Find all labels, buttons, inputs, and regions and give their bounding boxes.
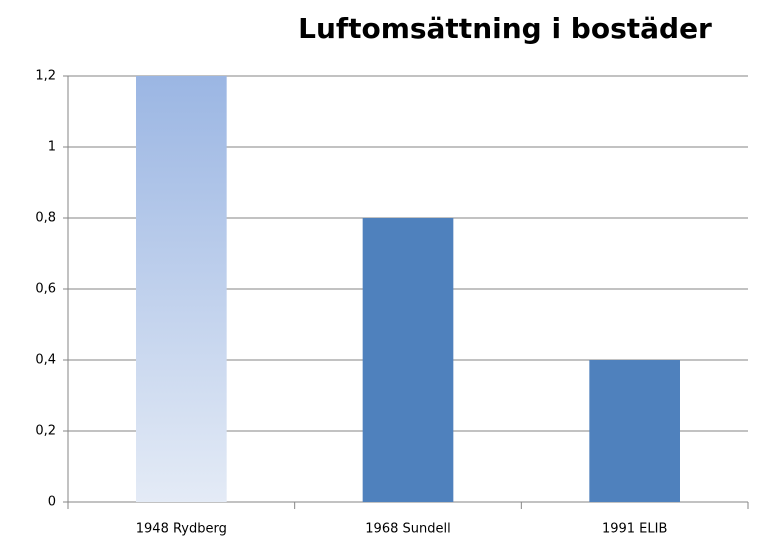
y-tick-label: 1,2: [35, 69, 56, 84]
y-tick-label: 0: [48, 495, 56, 510]
y-tick-label: 0,6: [35, 282, 56, 297]
y-tick-label: 1: [48, 140, 56, 155]
x-tick-label: 1948 Rydberg: [136, 522, 227, 537]
x-tick-label: 1991 ELIB: [602, 522, 667, 537]
bar: [589, 360, 680, 502]
chart-title: Luftomsättning i bostäder: [298, 12, 712, 45]
x-tick-label: 1968 Sundell: [365, 522, 450, 537]
y-tick-label: 0,4: [35, 353, 56, 368]
y-tick-label: 0,8: [35, 211, 56, 226]
y-tick-label: 0,2: [35, 424, 56, 439]
bar: [362, 218, 454, 502]
bar: [136, 76, 227, 502]
